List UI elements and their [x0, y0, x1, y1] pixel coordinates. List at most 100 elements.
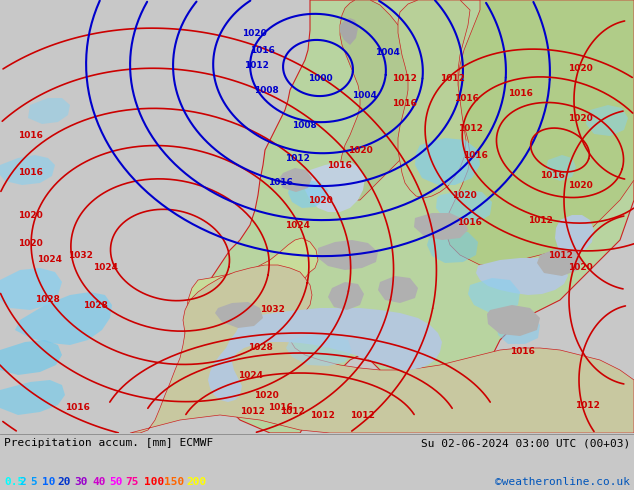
Text: 1024: 1024: [285, 220, 310, 229]
Text: 1012: 1012: [285, 153, 310, 163]
Text: 1024: 1024: [37, 255, 62, 265]
Text: 1028: 1028: [248, 343, 273, 352]
Polygon shape: [414, 213, 468, 240]
Text: 1016: 1016: [463, 150, 488, 160]
Polygon shape: [286, 335, 352, 366]
Polygon shape: [0, 0, 178, 433]
Text: 1028: 1028: [83, 300, 108, 310]
Text: 1012: 1012: [575, 400, 600, 410]
Polygon shape: [436, 190, 492, 223]
Polygon shape: [586, 105, 628, 136]
Text: ©weatheronline.co.uk: ©weatheronline.co.uk: [495, 477, 630, 487]
Text: 1020: 1020: [568, 264, 593, 272]
Text: 1028: 1028: [35, 295, 60, 304]
Polygon shape: [487, 305, 540, 336]
Text: 1012: 1012: [244, 60, 269, 70]
Polygon shape: [340, 18, 358, 45]
Text: 200: 200: [186, 477, 206, 487]
Text: Precipitation accum. [mm] ECMWF: Precipitation accum. [mm] ECMWF: [4, 438, 213, 448]
Polygon shape: [427, 230, 478, 263]
Text: 1012: 1012: [240, 408, 265, 416]
Text: 1016: 1016: [510, 347, 535, 357]
Text: 1004: 1004: [352, 91, 377, 99]
Text: 1016: 1016: [327, 161, 352, 170]
Text: 1012: 1012: [528, 216, 553, 224]
Text: 1016: 1016: [250, 46, 275, 54]
Text: 10: 10: [42, 477, 56, 487]
Text: 1016: 1016: [392, 98, 417, 107]
Text: 1016: 1016: [457, 218, 482, 226]
Polygon shape: [28, 98, 70, 124]
Polygon shape: [476, 258, 568, 295]
Polygon shape: [537, 248, 582, 276]
Text: 1020: 1020: [308, 196, 333, 204]
Text: 1020: 1020: [452, 191, 477, 199]
Polygon shape: [340, 0, 422, 200]
Text: 150: 150: [164, 477, 184, 487]
Polygon shape: [318, 240, 378, 270]
Polygon shape: [378, 276, 418, 303]
Polygon shape: [555, 215, 594, 255]
Text: 1016: 1016: [18, 130, 43, 140]
Text: 100: 100: [144, 477, 164, 487]
Text: 1012: 1012: [392, 74, 417, 82]
Text: 1016: 1016: [540, 171, 565, 179]
Text: 40: 40: [92, 477, 105, 487]
Polygon shape: [208, 308, 442, 402]
Text: Su 02-06-2024 03:00 UTC (00+03): Su 02-06-2024 03:00 UTC (00+03): [421, 438, 630, 448]
Polygon shape: [0, 268, 62, 310]
Text: 1020: 1020: [568, 114, 593, 122]
Text: 75: 75: [125, 477, 138, 487]
Text: 1032: 1032: [68, 250, 93, 260]
Polygon shape: [415, 138, 480, 185]
Text: 1020: 1020: [348, 146, 373, 154]
Polygon shape: [328, 282, 364, 310]
Text: 20: 20: [57, 477, 70, 487]
Text: 1008: 1008: [292, 121, 317, 129]
Text: 1004: 1004: [375, 48, 400, 56]
Text: 1012: 1012: [280, 408, 305, 416]
Text: 1032: 1032: [260, 305, 285, 315]
Polygon shape: [278, 168, 312, 192]
Text: 1016: 1016: [65, 403, 90, 413]
Polygon shape: [15, 292, 112, 345]
Text: 1012: 1012: [548, 250, 573, 260]
Text: 1024: 1024: [93, 264, 118, 272]
Text: 1012: 1012: [458, 123, 483, 132]
Text: 2: 2: [19, 477, 26, 487]
Polygon shape: [0, 380, 65, 415]
Text: 1020: 1020: [18, 239, 42, 247]
Polygon shape: [445, 0, 634, 265]
Text: 1016: 1016: [454, 94, 479, 102]
Polygon shape: [0, 340, 62, 375]
Polygon shape: [0, 155, 55, 185]
Polygon shape: [288, 180, 328, 208]
Text: 1020: 1020: [568, 180, 593, 190]
Text: 1016: 1016: [508, 89, 533, 98]
Text: 1012: 1012: [350, 411, 375, 419]
Text: 1012: 1012: [440, 74, 465, 82]
Text: 30: 30: [74, 477, 87, 487]
Text: 1020: 1020: [568, 64, 593, 73]
Text: 1020: 1020: [242, 28, 267, 38]
Polygon shape: [215, 302, 263, 328]
Polygon shape: [468, 278, 520, 312]
Text: 1000: 1000: [308, 74, 333, 82]
Text: 1020: 1020: [18, 211, 42, 220]
Text: 0.5: 0.5: [4, 477, 24, 487]
Text: 1016: 1016: [268, 403, 293, 413]
Text: 5: 5: [30, 477, 37, 487]
Text: 1020: 1020: [254, 391, 279, 399]
Polygon shape: [185, 0, 634, 433]
Text: 1016: 1016: [18, 168, 43, 176]
Polygon shape: [130, 265, 634, 433]
Text: 1024: 1024: [238, 370, 263, 379]
Polygon shape: [497, 314, 540, 344]
Text: 1012: 1012: [310, 411, 335, 419]
Polygon shape: [546, 155, 576, 181]
Text: 1016: 1016: [268, 177, 293, 187]
Polygon shape: [398, 0, 470, 198]
Text: 1008: 1008: [254, 85, 279, 95]
Polygon shape: [305, 162, 365, 212]
Text: 50: 50: [109, 477, 122, 487]
